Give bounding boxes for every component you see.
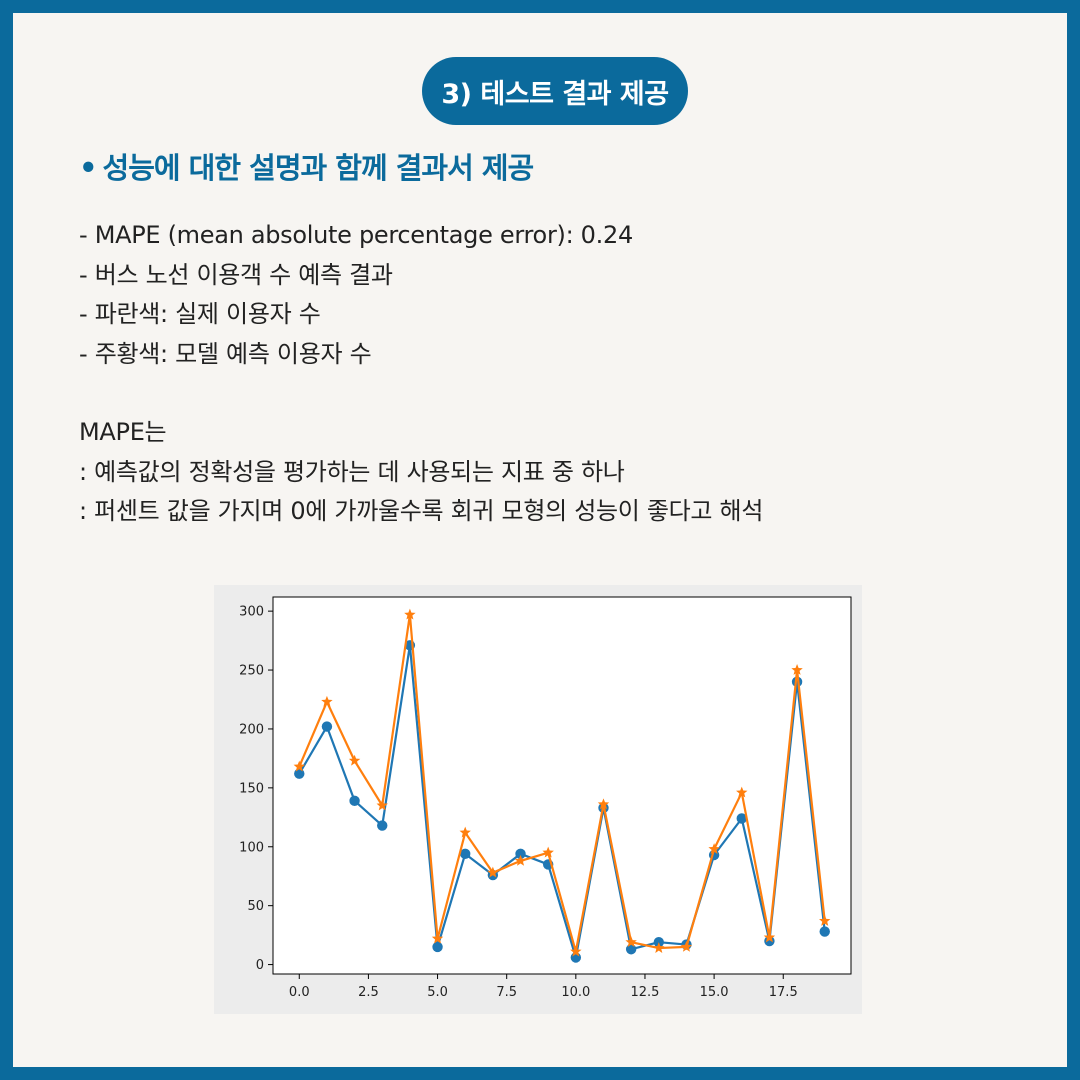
- x-tick-label: 0.0: [289, 985, 310, 1000]
- x-tick-label: 15.0: [700, 985, 729, 1000]
- y-tick-label: 300: [239, 605, 264, 620]
- data-point-actual: [819, 926, 830, 937]
- data-point-predicted: [625, 936, 637, 948]
- y-tick-label: 0: [256, 958, 264, 973]
- y-tick-label: 50: [247, 899, 264, 914]
- heading-text: 성능에 대한 설명과 함께 결과서 제공: [102, 151, 535, 185]
- data-point-actual: [736, 813, 747, 824]
- data-point-predicted: [321, 695, 333, 707]
- metric-line: - MAPE (mean absolute percentage error):…: [79, 221, 633, 249]
- data-point-predicted: [763, 931, 776, 943]
- data-point-predicted: [736, 786, 748, 798]
- x-tick-label: 2.5: [358, 985, 379, 1000]
- data-point-predicted: [597, 798, 610, 810]
- data-point-actual: [515, 848, 526, 860]
- data-point-predicted: [542, 846, 554, 858]
- data-point-actual: [321, 721, 333, 732]
- mape-interpretation-line: : 퍼센트 값을 가지며 0에 가까울수록 회귀 모형의 성능이 좋다고 해석: [79, 497, 764, 525]
- data-point-predicted: [514, 854, 527, 866]
- data-point-predicted: [431, 932, 444, 944]
- data-point-actual: [764, 935, 775, 947]
- data-point-predicted: [487, 866, 499, 878]
- data-point-actual: [460, 848, 471, 860]
- section-heading: • 성능에 대한 설명과 함께 결과서 제공: [79, 145, 535, 187]
- y-tick-label: 200: [239, 722, 264, 737]
- legend-actual-line: - 파란색: 실제 이용자 수: [79, 300, 321, 328]
- data-point-predicted: [404, 608, 416, 620]
- data-point-actual: [625, 944, 637, 955]
- x-tick-label: 5.0: [427, 985, 448, 1000]
- data-point-predicted: [570, 945, 582, 957]
- data-point-actual: [294, 768, 305, 779]
- legend-predicted-line: - 주황색: 모델 예측 이용자 수: [79, 339, 372, 368]
- series-line-predicted: [298, 613, 826, 953]
- data-point-predicted: [293, 760, 305, 772]
- axis-ticks: 0.0 2.5 5.0 7.5 10.0 12.5 15.0 17.5 0 50 100 150 200…: [239, 605, 798, 1000]
- data-point-predicted: [680, 940, 693, 952]
- data-point-actual: [432, 941, 443, 953]
- description-text: - MAPE (mean absolute percentage error):…: [79, 216, 763, 532]
- y-tick-label: 250: [239, 664, 264, 679]
- data-point-predicted: [708, 843, 720, 854]
- data-point-predicted: [459, 826, 471, 838]
- y-tick-label: 150: [239, 781, 264, 796]
- x-tick-label: 10.0: [561, 985, 590, 1000]
- line-chart: 0.0 2.5 5.0 7.5 10.0 12.5 15.0 17.5 0 50 100 150 200…: [214, 585, 862, 1014]
- data-point-predicted: [819, 914, 831, 926]
- slide-frame: 3) 테스트 결과 제공 • 성능에 대한 설명과 함께 결과서 제공 - MAP…: [13, 13, 1067, 1067]
- mape-definition-line: : 예측값의 정확성을 평가하는 데 사용되는 지표 중 하나: [79, 457, 625, 486]
- series-line-actual: [298, 644, 826, 959]
- data-point-predicted: [653, 942, 665, 953]
- x-tick-label: 7.5: [496, 985, 517, 1000]
- data-point-actual: [349, 795, 360, 807]
- data-point-actual: [377, 820, 388, 831]
- data-point-predicted: [376, 799, 388, 811]
- description-line: - 버스 노선 이용객 수 예측 결과: [79, 260, 393, 289]
- section-title-pill: 3) 테스트 결과 제공: [422, 57, 688, 125]
- spacer: [79, 374, 763, 413]
- bullet-icon: •: [79, 151, 98, 185]
- x-tick-label: 12.5: [630, 985, 659, 1000]
- mape-heading: MAPE는: [79, 418, 167, 446]
- data-point-predicted: [791, 664, 803, 675]
- chart-image: 0.0 2.5 5.0 7.5 10.0 12.5 15.0 17.5 0 50 100 150 200…: [214, 585, 862, 1014]
- plot-frame: [272, 596, 852, 975]
- data-point-predicted: [348, 754, 361, 766]
- y-tick-label: 100: [239, 840, 264, 855]
- data-series: [293, 608, 831, 963]
- x-tick-label: 17.5: [769, 985, 798, 1000]
